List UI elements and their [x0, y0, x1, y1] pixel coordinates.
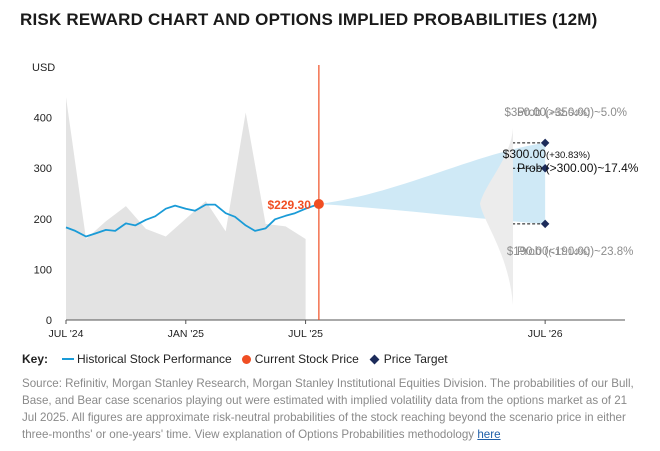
scenario-probability-label: Prob (>350.00)~5.0% [517, 107, 627, 119]
key-item-history: Historical Stock Performance [62, 352, 232, 366]
y-tick-label: 100 [34, 264, 52, 276]
y-tick-label: 400 [34, 113, 52, 125]
scenario-pct-label: (+30.83%) [546, 150, 590, 161]
scenario-pct-label: (-17.14%) [548, 247, 590, 258]
key-current-label: Current Stock Price [254, 352, 359, 366]
source-text: Source: Refinitiv, Morgan Stanley Resear… [22, 377, 634, 441]
current-price-swatch [241, 354, 251, 364]
history-line-swatch [62, 358, 75, 360]
key-label: Key: [22, 352, 49, 366]
scenario-probability-label: Prob (>300.00)~17.4% [517, 161, 639, 175]
y-tick-label: 200 [34, 214, 52, 226]
scenario-price-label: $190.00(-17.14%) [507, 246, 590, 258]
key-item-current: Current Stock Price [241, 352, 359, 366]
key-history-label: Historical Stock Performance [77, 352, 232, 366]
probability-distribution [480, 127, 513, 305]
scenario-price-label: $300.00(+30.83%) [503, 147, 591, 161]
scenario-pct-label: (+52.64%) [546, 108, 590, 119]
x-tick-label: JAN '25 [168, 328, 205, 340]
y-axis-label: USD [32, 62, 55, 74]
risk-reward-chart: 0 100 200 300 400 USD JUL '24 JAN '25 JUL '25 JUL… [32, 62, 639, 340]
scenario-probability-label: Prob (<190.00)~23.8% [517, 246, 633, 258]
x-tick-label: JUL '26 [528, 328, 563, 340]
current-price-label: $229.30 [267, 198, 311, 212]
volume-area [66, 97, 306, 321]
key-target-label: Price Target [383, 352, 448, 366]
methodology-link[interactable]: here [477, 428, 501, 441]
y-tick-label: 0 [46, 315, 52, 327]
key-item-target: Price Target [369, 352, 448, 366]
x-tick-label: JUL '25 [288, 328, 323, 340]
source-note: Source: Refinitiv, Morgan Stanley Resear… [22, 375, 642, 443]
scenario-price-label: $350.00(+52.64%) [504, 107, 590, 119]
chart-title: RISK REWARD CHART AND OPTIONS IMPLIED PR… [20, 10, 598, 29]
chart-key: Key: Historical Stock Performance Curren… [22, 352, 458, 366]
y-tick-label: 300 [34, 163, 52, 175]
current-price-dot [313, 198, 324, 209]
x-tick-label: JUL '24 [49, 328, 84, 340]
price-target-diamond-icon [369, 354, 380, 364]
historical-price-line [65, 203, 320, 238]
